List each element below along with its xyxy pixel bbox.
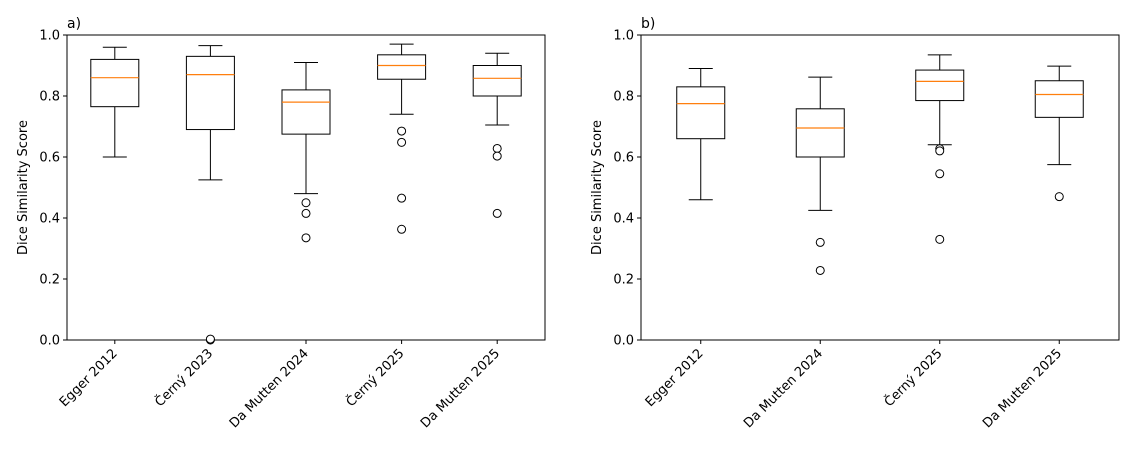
outlier-point: [397, 126, 407, 136]
y-tick-label: 0.8: [613, 90, 634, 105]
y-axis: 0.0 0.2 0.4 0.6 0.8 1.0: [39, 29, 67, 349]
panel-a: a) Dice Similarity Score 0.0 0.2 0.4 0.6 0.8…: [16, 16, 546, 431]
box-plot-1: [90, 46, 140, 158]
y-tick-label: 0.6: [39, 151, 60, 166]
outlier-point: [815, 237, 825, 247]
x-tick-label: Černý 2025: [881, 346, 946, 411]
y-axis: 0.0 0.2 0.4 0.6 0.8 1.0: [613, 29, 641, 349]
box-plot-1: [676, 68, 726, 201]
x-tick-label: Da Mutten 2024: [227, 346, 312, 431]
y-tick-label: 0.4: [613, 212, 634, 227]
x-tick-label: Egger 2012: [643, 346, 707, 410]
outlier-point: [935, 234, 945, 244]
outlier-point: [935, 146, 945, 156]
plot-area-frame: [640, 34, 1120, 341]
x-axis: Egger 2012 Černý 2023 Da Mutten 2024 Černý …: [57, 340, 503, 431]
box-plot-4: [1034, 65, 1084, 202]
y-tick-label: 0.2: [39, 273, 60, 288]
panel-label: b): [641, 16, 655, 32]
iqr-box: [915, 69, 965, 102]
iqr-box: [281, 89, 331, 135]
y-tick-label: 0.8: [39, 90, 60, 105]
outlier-point: [815, 265, 825, 275]
outlier-point: [492, 143, 502, 153]
outlier-point: [492, 151, 502, 161]
x-axis: Egger 2012 Da Mutten 2024 Černý 2025 Da Mut…: [643, 340, 1065, 431]
x-tick-label: Egger 2012: [57, 346, 121, 410]
outlier-point: [935, 169, 945, 179]
iqr-box: [676, 86, 726, 140]
y-tick-label: 0.2: [613, 273, 634, 288]
iqr-box: [1034, 80, 1084, 118]
y-tick-label: 0.0: [39, 334, 60, 349]
x-tick-label: Da Mutten 2024: [741, 346, 826, 431]
x-tick-label: Da Mutten 2025: [980, 346, 1065, 431]
outlier-point: [301, 233, 311, 243]
boxes: [90, 43, 522, 345]
panel-b: b) Dice Similarity Score 0.0 0.2 0.4 0.6 0.8…: [590, 16, 1120, 431]
iqr-box: [377, 54, 427, 80]
outlier-point: [301, 208, 311, 218]
outlier-point: [397, 137, 407, 147]
box-plot-2: [185, 45, 235, 345]
x-tick-label: Černý 2025: [343, 346, 408, 411]
box-plot-3: [281, 61, 331, 243]
iqr-box: [185, 55, 235, 131]
outlier-point: [397, 193, 407, 203]
y-tick-label: 0.0: [613, 334, 634, 349]
y-axis-label: Dice Similarity Score: [16, 120, 31, 255]
box-plot-3: [915, 54, 965, 244]
y-axis-label: Dice Similarity Score: [590, 120, 605, 255]
y-tick-label: 0.6: [613, 151, 634, 166]
iqr-box: [90, 58, 140, 108]
outlier-point: [205, 334, 215, 344]
y-tick-label: 1.0: [39, 29, 60, 44]
outlier-point: [1054, 192, 1064, 202]
outlier-point: [301, 198, 311, 208]
y-tick-label: 1.0: [613, 29, 634, 44]
x-tick-label: Da Mutten 2025: [418, 346, 503, 431]
x-tick-label: Černý 2023: [152, 346, 217, 411]
iqr-box: [795, 108, 845, 158]
y-tick-label: 0.4: [39, 212, 60, 227]
box-plot-2: [795, 76, 845, 275]
outlier-point: [397, 224, 407, 234]
box-plot-5: [472, 52, 522, 218]
panel-label: a): [67, 16, 81, 32]
iqr-box: [472, 65, 522, 97]
boxes: [676, 54, 1084, 275]
box-plot-4: [377, 43, 427, 234]
outlier-point: [492, 208, 502, 218]
